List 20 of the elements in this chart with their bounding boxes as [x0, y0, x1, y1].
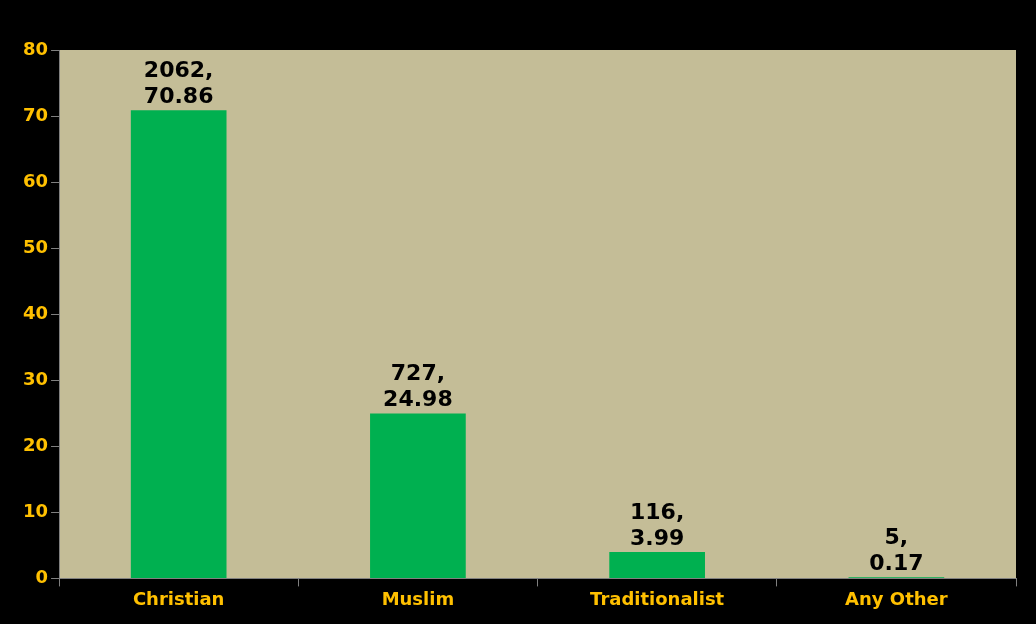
x-tick-label: Christian	[132, 587, 225, 609]
y-tick-label: 20	[22, 433, 49, 455]
data-label: 5, 0.17	[869, 524, 924, 575]
data-label: 727, 24.98	[383, 360, 453, 412]
y-tick-label: 0	[35, 566, 49, 588]
y-tick-label: 30	[22, 367, 49, 389]
bar	[609, 552, 705, 578]
data-label: 2062, 70.86	[143, 57, 214, 109]
y-tick-label: 60	[22, 169, 49, 191]
y-tick-label: 40	[22, 301, 49, 323]
y-tick-label: 70	[22, 103, 49, 125]
y-tick-label: 10	[22, 500, 49, 522]
x-tick-label: Any Other	[845, 587, 948, 609]
data-label: 116, 3.99	[630, 498, 685, 550]
x-tick-label: Traditionalist	[590, 587, 725, 609]
y-tick-label: 80	[22, 37, 49, 59]
bar	[130, 110, 227, 578]
y-tick-label: 50	[22, 235, 49, 257]
x-tick-label: Muslim	[381, 587, 455, 609]
bar	[370, 413, 466, 578]
